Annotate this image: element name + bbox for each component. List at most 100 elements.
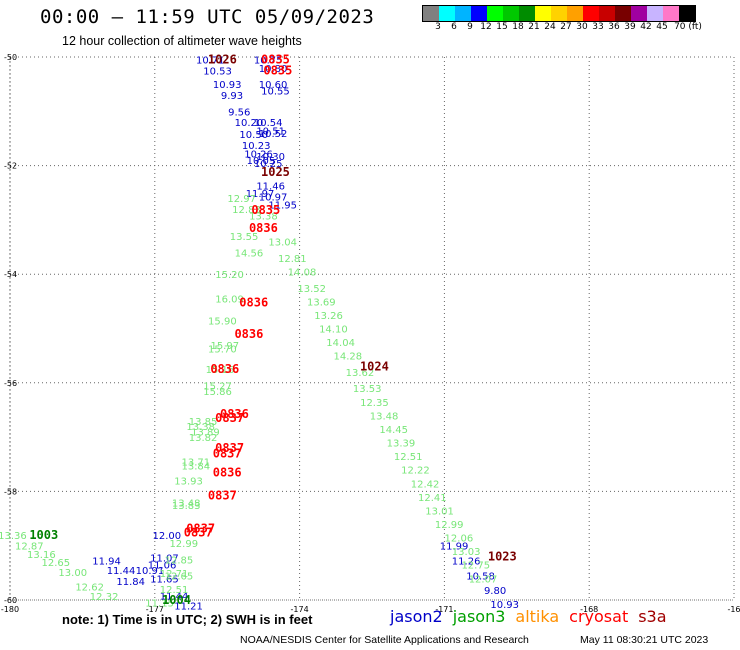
y-tick-label: -56 xyxy=(4,379,17,388)
data-label: 12.51 xyxy=(394,452,423,463)
legend-label: 21 xyxy=(528,22,540,32)
legend-swatch xyxy=(503,6,519,21)
data-label: 14.45 xyxy=(379,425,408,436)
data-label: 10.54 xyxy=(254,118,283,129)
axis-layer: -180 -177 -174 -171 -168 -16 -50 -52 -54 -56 -58 -6… xyxy=(1,53,740,614)
legend-label: 36 xyxy=(608,22,620,32)
data-labels-layer: 10.7110.5310.939.939.5610.2010.5010.2310… xyxy=(0,53,519,613)
data-label: 12.97 xyxy=(227,194,256,205)
legend-label: 6 xyxy=(451,22,457,32)
data-label: 1024 xyxy=(360,360,389,374)
legend-label: 45 xyxy=(656,22,668,32)
data-label: 12.22 xyxy=(401,466,430,477)
data-label: 11.99 xyxy=(440,542,469,553)
satellite-cryosat: cryosat xyxy=(569,607,629,626)
data-label: 12.85 xyxy=(165,555,194,566)
data-label: 12.00 xyxy=(153,531,182,542)
data-label: 10.58 xyxy=(466,572,495,583)
data-label: 0837 xyxy=(215,411,244,425)
data-label: 0837 xyxy=(213,446,242,460)
data-label: 11.97 xyxy=(246,189,275,200)
data-label: 0836 xyxy=(239,295,268,309)
x-tick-label: -171 xyxy=(435,605,453,614)
data-label: 14.28 xyxy=(334,352,363,363)
legend-label: 15 xyxy=(496,22,508,32)
legend-swatch xyxy=(599,6,615,21)
legend-swatch xyxy=(487,6,503,21)
data-label: 12.65 xyxy=(42,558,71,569)
x-tick-label: -168 xyxy=(580,605,598,614)
legend-label: 42 xyxy=(640,22,652,32)
data-label: 0837 xyxy=(186,521,215,535)
data-label: 14.04 xyxy=(326,338,355,349)
data-label: 11.06 xyxy=(148,561,177,572)
legend-swatch xyxy=(519,6,535,21)
legend-label: 33 xyxy=(592,22,604,32)
data-label: 0836 xyxy=(249,221,278,235)
data-label: 1004 xyxy=(162,593,191,607)
satellite-altika: altika xyxy=(515,607,560,626)
data-label: 10.53 xyxy=(203,67,232,78)
legend-label: 9 xyxy=(467,22,473,32)
data-label: 13.16 xyxy=(27,550,56,561)
data-label: 15.86 xyxy=(203,387,232,398)
page-title: 00:00 – 11:59 UTC 05/09/2023 xyxy=(40,6,375,28)
data-label: 12.81 xyxy=(278,254,307,265)
data-label: 10.25 xyxy=(254,159,283,170)
legend-swatch xyxy=(535,6,551,21)
data-label: 12.99 xyxy=(169,539,198,550)
data-label: 14.08 xyxy=(288,267,317,278)
data-label: 0836 xyxy=(213,465,242,479)
data-label: 13.84 xyxy=(182,461,211,472)
data-label: 10.20 xyxy=(235,118,264,129)
data-label: 0836 xyxy=(210,362,239,376)
data-label: 11.44 xyxy=(107,566,136,577)
data-label: 0836 xyxy=(220,407,249,421)
data-label: 1003 xyxy=(29,528,58,542)
data-label: 12.06 xyxy=(445,534,474,545)
data-label: 10.26 xyxy=(244,150,273,161)
grid-layer xyxy=(9,56,735,601)
data-label: 10.23 xyxy=(242,141,271,152)
data-label: 10.75 xyxy=(254,56,283,67)
data-label: 1025 xyxy=(261,165,290,179)
legend-label: 39 xyxy=(624,22,636,32)
data-label: 11.84 xyxy=(116,577,145,588)
data-label: 11.26 xyxy=(452,556,481,567)
data-label: 10.93 xyxy=(213,80,242,91)
y-tick-label: -52 xyxy=(4,162,17,171)
data-label: 12.35 xyxy=(360,398,389,409)
data-label: 15.97 xyxy=(210,341,239,352)
data-label: 10.80 xyxy=(259,64,288,75)
data-label: 11.65 xyxy=(150,574,179,585)
legend-label: 30 xyxy=(576,22,588,32)
footer-note: note: 1) Time is in UTC; 2) SWH is in fe… xyxy=(62,612,313,627)
legend-label: 3 xyxy=(435,22,441,32)
data-label: 12.75 xyxy=(461,561,490,572)
data-label: 10.60 xyxy=(259,80,288,91)
legend-swatch xyxy=(679,6,695,21)
data-label: 10.97 xyxy=(259,193,288,204)
x-tick-label: -177 xyxy=(146,605,164,614)
legend-swatch xyxy=(471,6,487,21)
data-label: 12.99 xyxy=(435,520,464,531)
legend-swatch xyxy=(631,6,647,21)
data-label: 15.90 xyxy=(208,316,237,327)
data-label: 10.91 xyxy=(136,566,165,577)
data-label: 10.30 xyxy=(256,152,285,163)
data-label: 12.51 xyxy=(160,585,189,596)
data-label: 13.89 xyxy=(191,428,220,439)
data-label: 12.62 xyxy=(75,582,104,593)
data-label: 13.48 xyxy=(370,411,399,422)
data-label: 13.52 xyxy=(297,284,326,295)
data-label: 13.39 xyxy=(387,439,416,450)
data-label: 11.95 xyxy=(268,201,297,212)
data-label: 10.05 xyxy=(247,156,276,167)
data-label: 9.56 xyxy=(228,107,250,118)
legend-swatch xyxy=(583,6,599,21)
plot-frame xyxy=(9,56,735,601)
data-label: 13.04 xyxy=(268,238,297,249)
data-label: 13.48 xyxy=(172,498,201,509)
legend-label: 18 xyxy=(512,22,524,32)
data-label: 12.87 xyxy=(15,542,44,553)
